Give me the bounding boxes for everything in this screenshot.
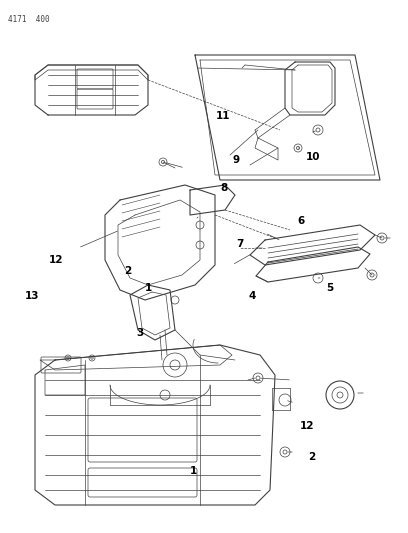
Text: 9: 9 (233, 155, 239, 165)
Text: 2: 2 (308, 452, 315, 462)
Text: 1: 1 (145, 283, 152, 293)
Text: 1: 1 (190, 466, 197, 475)
Text: 13: 13 (24, 291, 39, 301)
Text: 8: 8 (220, 183, 228, 192)
Text: 4171  400: 4171 400 (8, 15, 50, 24)
Text: 4: 4 (249, 291, 256, 301)
Text: 12: 12 (300, 422, 315, 431)
Text: 12: 12 (49, 255, 64, 265)
Text: 6: 6 (298, 216, 305, 226)
Text: 2: 2 (124, 266, 132, 276)
Text: 5: 5 (326, 283, 334, 293)
Text: 3: 3 (137, 328, 144, 338)
Text: 11: 11 (216, 111, 231, 121)
Text: 10: 10 (306, 152, 321, 162)
Text: 7: 7 (237, 239, 244, 249)
